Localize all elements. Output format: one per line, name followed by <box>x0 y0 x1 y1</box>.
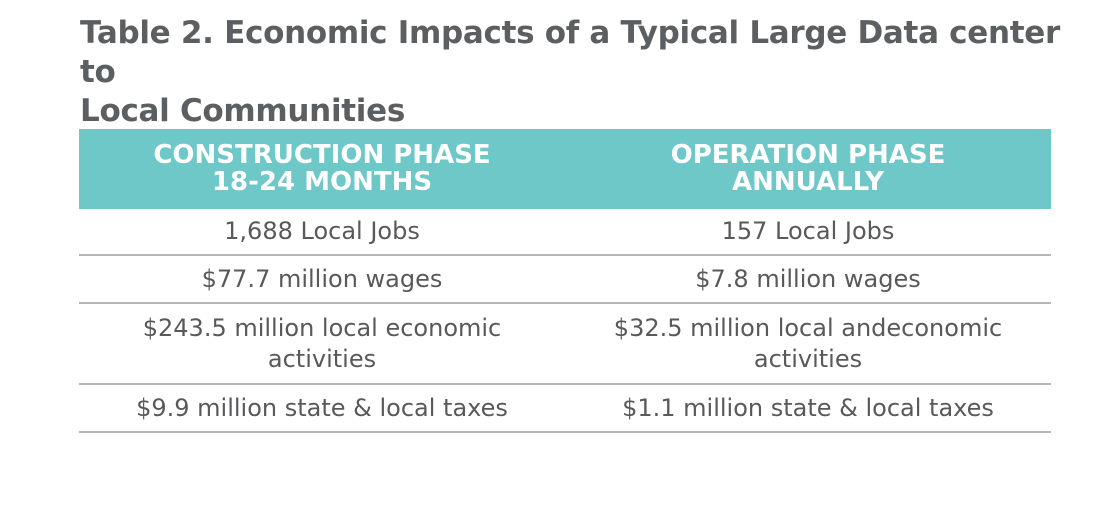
cell-construction-wages: $77.7 million wages <box>79 255 565 304</box>
table-row: $9.9 million state & local taxes $1.1 mi… <box>79 384 1051 433</box>
cell-construction-taxes: $9.9 million state & local taxes <box>79 384 565 433</box>
table-title-line-2: Local Communities <box>80 93 406 129</box>
header-operation-phase: OPERATION PHASE ANNUALLY <box>565 129 1051 209</box>
header-construction-phase: CONSTRUCTION PHASE 18-24 MONTHS <box>79 129 565 209</box>
cell-text-line-1: $243.5 million local economic <box>142 313 502 342</box>
header-construction-duration: 18-24 MONTHS <box>211 167 433 197</box>
cell-construction-economic-activities: $243.5 million local economic activities <box>79 303 565 385</box>
header-construction-title: CONSTRUCTION PHASE <box>153 140 491 170</box>
table-row: 1,688 Local Jobs 157 Local Jobs <box>79 209 1051 256</box>
cell-operation-economic-activities: $32.5 million local andeconomic activiti… <box>565 303 1051 385</box>
cell-text: $9.9 million state & local taxes <box>136 393 508 422</box>
cell-operation-wages: $7.8 million wages <box>565 255 1051 304</box>
cell-text: $77.7 million wages <box>201 264 443 293</box>
header-row: CONSTRUCTION PHASE 18-24 MONTHS OPERATIO… <box>79 129 1051 209</box>
cell-text: 157 Local Jobs <box>721 217 895 245</box>
cell-construction-jobs: 1,688 Local Jobs <box>79 209 565 256</box>
table-title-line-1: Table 2. Economic Impacts of a Typical L… <box>80 15 1060 90</box>
table-title: Table 2. Economic Impacts of a Typical L… <box>80 14 1060 131</box>
cell-text: $7.8 million wages <box>695 264 921 293</box>
table-header: CONSTRUCTION PHASE 18-24 MONTHS OPERATIO… <box>79 129 1051 209</box>
cell-text-line-2: activities <box>753 344 863 373</box>
cell-text: 1,688 Local Jobs <box>224 217 420 245</box>
cell-text-line-2: activities <box>267 344 377 373</box>
cell-operation-taxes: $1.1 million state & local taxes <box>565 384 1051 433</box>
cell-text: $1.1 million state & local taxes <box>622 393 994 422</box>
cell-text-line-1: $32.5 million local andeconomic <box>613 313 1003 342</box>
table-row: $243.5 million local economic activities… <box>79 303 1051 385</box>
table-body: 1,688 Local Jobs 157 Local Jobs $77.7 mi… <box>79 209 1051 433</box>
header-operation-duration: ANNUALLY <box>732 167 884 197</box>
header-operation-title: OPERATION PHASE <box>670 140 946 170</box>
cell-operation-jobs: 157 Local Jobs <box>565 209 1051 256</box>
table-row: $77.7 million wages $7.8 million wages <box>79 255 1051 304</box>
economic-impacts-table: CONSTRUCTION PHASE 18-24 MONTHS OPERATIO… <box>79 129 1051 433</box>
